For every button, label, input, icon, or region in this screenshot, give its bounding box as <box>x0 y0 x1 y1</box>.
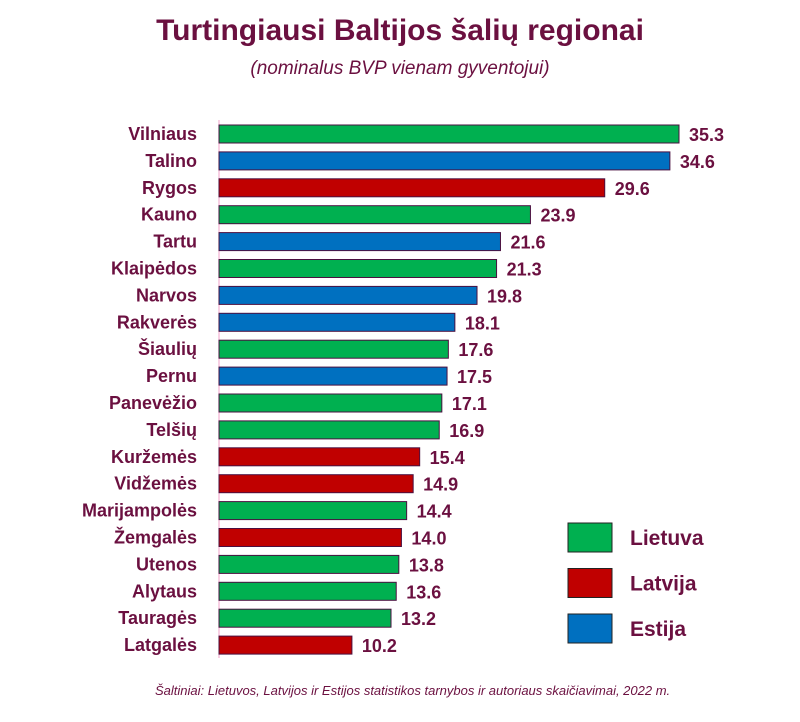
chart-title: Turtingiausi Baltijos šalių regionai <box>156 14 644 47</box>
bar <box>218 151 671 171</box>
value-label: 15.4 <box>430 448 465 468</box>
value-label: 19.8 <box>487 286 522 306</box>
bar <box>218 124 680 144</box>
bar <box>218 178 606 198</box>
bar <box>218 285 478 305</box>
category-label: Kuržemės <box>111 447 197 467</box>
bar <box>218 205 531 225</box>
value-label: 18.1 <box>465 313 500 333</box>
value-label: 35.3 <box>689 125 724 145</box>
category-label: Rakverės <box>117 312 197 332</box>
bar <box>218 232 501 252</box>
bar <box>218 554 400 574</box>
bar <box>218 528 402 547</box>
value-label: 16.9 <box>449 421 484 441</box>
value-label: 17.6 <box>458 340 493 360</box>
bar <box>218 339 449 359</box>
legend-label: Lietuva <box>630 527 704 550</box>
bar <box>218 312 456 332</box>
category-label: Šiaulių <box>138 338 197 359</box>
value-label: 17.5 <box>457 367 492 387</box>
chart-subtitle: (nominalus BVP vienam gyventojui) <box>250 58 550 79</box>
value-label: 21.3 <box>507 260 542 280</box>
bar <box>218 259 498 278</box>
category-label: Narvos <box>136 285 197 305</box>
value-label: 14.9 <box>423 475 458 495</box>
category-label: Vilniaus <box>128 124 197 144</box>
category-label: Tartu <box>153 232 197 252</box>
value-label: 10.2 <box>362 636 397 656</box>
bar <box>218 447 421 467</box>
value-label: 34.6 <box>680 152 715 172</box>
category-label: Talino <box>145 151 197 171</box>
bar <box>218 366 448 386</box>
category-label: Rygos <box>142 178 197 198</box>
bar <box>218 581 397 601</box>
bar <box>218 608 392 628</box>
bar <box>218 393 443 413</box>
category-label: Klaipėdos <box>111 259 197 279</box>
value-label: 29.6 <box>615 179 650 199</box>
legend-swatch <box>567 522 613 553</box>
category-label: Utenos <box>136 554 197 574</box>
value-label: 17.1 <box>452 394 487 414</box>
source-note: Šaltiniai: Lietuvos, Latvijos ir Estijos… <box>155 683 671 698</box>
value-label: 14.4 <box>417 502 452 522</box>
bar <box>218 474 414 494</box>
category-label: Žemgalės <box>114 527 197 548</box>
category-label: Panevėžio <box>109 393 197 413</box>
value-label: 13.8 <box>409 555 444 575</box>
category-label: Vidžemės <box>114 474 197 494</box>
value-label: 13.2 <box>401 609 436 629</box>
category-label: Marijampolės <box>82 501 197 521</box>
category-label: Kauno <box>141 205 197 225</box>
category-label: Telšių <box>146 420 197 440</box>
legend-label: Estija <box>630 618 686 641</box>
category-label: Pernu <box>146 366 197 386</box>
value-label: 21.6 <box>510 233 545 253</box>
category-label: Alytaus <box>132 581 197 601</box>
value-label: 13.6 <box>406 582 441 602</box>
bar <box>218 501 408 521</box>
value-label: 23.9 <box>540 206 575 226</box>
bar <box>218 420 440 440</box>
legend-label: Latvija <box>630 573 697 596</box>
legend-swatch <box>567 568 613 598</box>
value-label: 14.0 <box>411 529 446 549</box>
bar <box>218 635 353 655</box>
legend-swatch <box>567 613 613 644</box>
category-label: Tauragės <box>118 608 197 628</box>
category-label: Latgalės <box>124 635 197 655</box>
